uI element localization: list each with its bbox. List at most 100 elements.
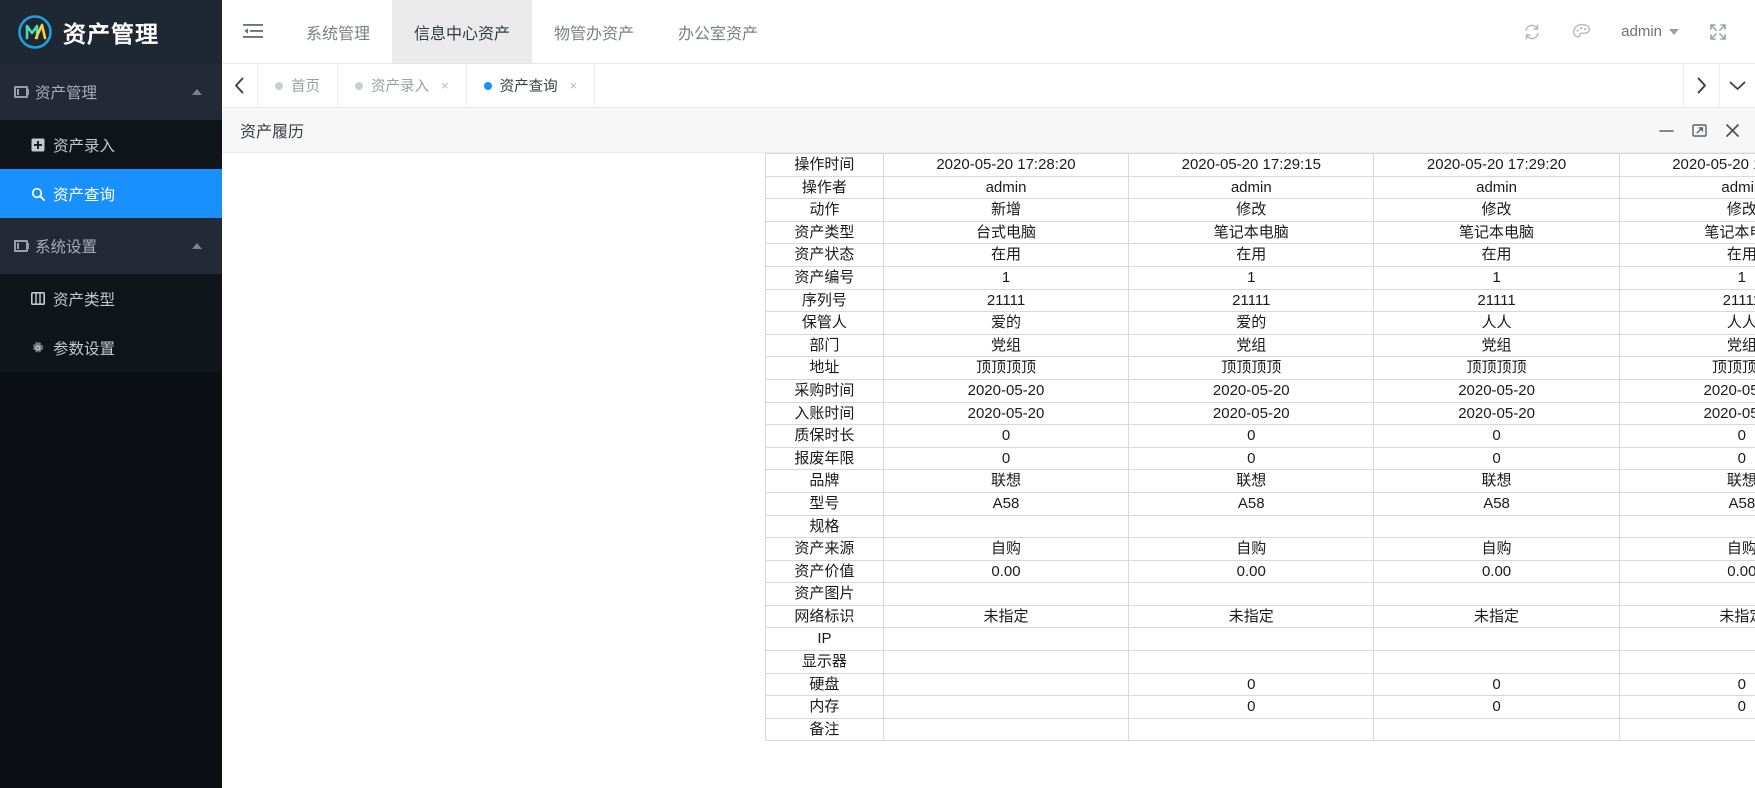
chevron-left-icon[interactable]	[222, 64, 258, 107]
sidebar-item-asset-type[interactable]: 资产类型	[0, 274, 222, 323]
tab-strip-spacer	[595, 64, 1683, 107]
table-cell: admin	[882, 175, 1130, 200]
table-row: 资产类型台式电脑笔记本电脑笔记本电脑笔记本电脑	[765, 220, 1755, 245]
top-nav-tab-system-management[interactable]: 系统管理	[284, 0, 392, 63]
sidebar-item-parameter-settings[interactable]: 参数设置	[0, 323, 222, 372]
table-cell: 党组	[1618, 333, 1755, 358]
table-cell: 0	[1373, 446, 1620, 471]
table-cell: 0.00	[1373, 559, 1620, 584]
tab-label: 系统管理	[306, 25, 371, 43]
table-cell: 修改	[1618, 198, 1755, 222]
brand-header[interactable]: 资产管理	[0, 0, 222, 64]
table-cell: 在用	[1618, 243, 1755, 267]
table-row: 资产价值 0.00 0.00 0.00 0.00	[765, 559, 1755, 584]
user-menu[interactable]: admin	[1609, 0, 1691, 64]
row-label: 操作时间	[765, 153, 884, 177]
tab-status-dot-icon	[483, 81, 492, 90]
table-row: 操作者adminadminadminadmin	[765, 175, 1755, 200]
row-label: 资产编号	[765, 265, 884, 290]
dialog-title: 资产履历	[240, 124, 305, 141]
table-cell: 21111	[1373, 288, 1620, 313]
sidebar-item-label: 资产录入	[53, 137, 116, 155]
row-label: 动作	[765, 198, 884, 222]
close-icon[interactable]	[1724, 122, 1741, 139]
menu-collapse-icon[interactable]	[222, 0, 284, 63]
table-row: 网络标识未指定未指定未指定未指定	[765, 604, 1755, 629]
open-tabs: 首页 资产录入 × 资产查询 ×	[258, 64, 596, 107]
chevron-right-icon[interactable]	[1683, 64, 1719, 107]
asset-history-table-body: 操作时间 2020-05-20 17:28:20 2020-05-20 17:29:…	[765, 153, 1755, 742]
table-cell	[1618, 717, 1755, 742]
refresh-icon[interactable]	[1509, 0, 1555, 64]
sidebar-item-label: 参数设置	[53, 340, 116, 358]
table-cell: 笔记本电脑	[1618, 220, 1755, 245]
gear-icon	[30, 341, 46, 355]
table-cell: 2020-05-20	[882, 378, 1130, 403]
table-cell: 2020-05-20	[1618, 401, 1755, 426]
table-cell: 笔记本电脑	[1373, 220, 1620, 245]
table-cell: 人人	[1373, 311, 1620, 335]
sidebar-group-asset-management[interactable]: 资产管理	[0, 64, 222, 120]
content-area: 资产履历	[222, 108, 1755, 788]
open-tab-asset-entry[interactable]: 资产录入 ×	[338, 64, 467, 107]
row-label: 资产类型	[765, 220, 884, 245]
table-cell	[882, 582, 1130, 606]
top-nav-tab-property-office-assets[interactable]: 物管办资产	[532, 0, 656, 63]
user-name: admin	[1621, 23, 1662, 40]
sidebar-group-label: 系统设置	[35, 239, 98, 256]
table-cell: 顶顶顶顶	[882, 356, 1130, 380]
sidebar-item-label: 资产查询	[53, 186, 116, 204]
table-row: 操作时间 2020-05-20 17:28:20 2020-05-20 17:29:…	[765, 153, 1755, 177]
table-cell: 0	[1373, 695, 1620, 719]
table-cell	[1128, 627, 1375, 652]
table-cell: 爱的	[882, 311, 1130, 335]
table-row: 动作 新增 修改 修改 修改	[765, 198, 1755, 222]
table-cell: 自购	[1373, 537, 1620, 561]
table-row: 资产编号 1 1 1 1	[765, 265, 1755, 290]
open-tab-asset-query[interactable]: 资产查询 ×	[467, 64, 596, 107]
sidebar-item-asset-query[interactable]: 资产查询	[0, 169, 222, 218]
plus-square-icon	[30, 138, 46, 152]
asset-history-table: 操作时间 2020-05-20 17:28:20 2020-05-20 17:29:…	[765, 153, 1755, 742]
table-cell	[1618, 582, 1755, 606]
table-cell	[1618, 650, 1755, 674]
table-cell: 21111	[882, 288, 1130, 313]
minimize-icon[interactable]	[1658, 122, 1675, 139]
table-cell: 2020-05-20	[1373, 401, 1620, 426]
maximize-icon[interactable]	[1691, 122, 1708, 139]
table-cell: 未指定	[1373, 604, 1620, 629]
palette-icon[interactable]	[1559, 0, 1605, 64]
table-cell	[1373, 627, 1620, 652]
row-label: 备注	[765, 717, 884, 742]
history-table-container: 操作时间 2020-05-20 17:28:20 2020-05-20 17:29:…	[765, 153, 1755, 742]
table-cell: 修改	[1373, 198, 1620, 222]
row-label: 部门	[765, 333, 884, 358]
table-cell: 党组	[882, 333, 1130, 358]
table-cell: 联想	[882, 469, 1130, 493]
table-row: 资产状态 在用 在用 在用 在用	[765, 243, 1755, 267]
row-label: 型号	[765, 491, 884, 516]
table-cell: 在用	[1373, 243, 1620, 267]
top-nav-tab-info-center-assets[interactable]: 信息中心资产	[392, 0, 533, 63]
table-cell: 2020-05-20	[882, 401, 1130, 426]
table-cell: 联想	[1373, 469, 1620, 493]
fullscreen-icon[interactable]	[1695, 0, 1741, 64]
sidebar: 资产管理 资产管理 资产录入 资产查询 系统设置	[0, 0, 222, 788]
table-cell: 0	[1128, 695, 1375, 719]
close-icon[interactable]: ×	[569, 78, 578, 93]
sidebar-item-asset-entry[interactable]: 资产录入	[0, 120, 222, 169]
row-label: 内存	[765, 695, 884, 719]
open-tab-home[interactable]: 首页	[258, 64, 338, 107]
tab-status-dot-icon	[355, 81, 363, 90]
close-icon[interactable]: ×	[441, 78, 449, 93]
table-cell: admin	[1128, 175, 1375, 200]
table-cell	[1373, 717, 1620, 742]
top-nav-tab-office-assets[interactable]: 办公室资产	[656, 0, 780, 63]
tab-list-dropdown-icon[interactable]	[1719, 64, 1755, 107]
chevron-down-icon	[1669, 28, 1679, 35]
sidebar-group-system-settings[interactable]: 系统设置	[0, 218, 222, 274]
table-cell: 2020-05-20	[1618, 378, 1755, 403]
table-cell: 未指定	[1128, 604, 1375, 629]
table-cell: A58	[1618, 491, 1755, 516]
row-label: 资产价值	[765, 559, 884, 584]
